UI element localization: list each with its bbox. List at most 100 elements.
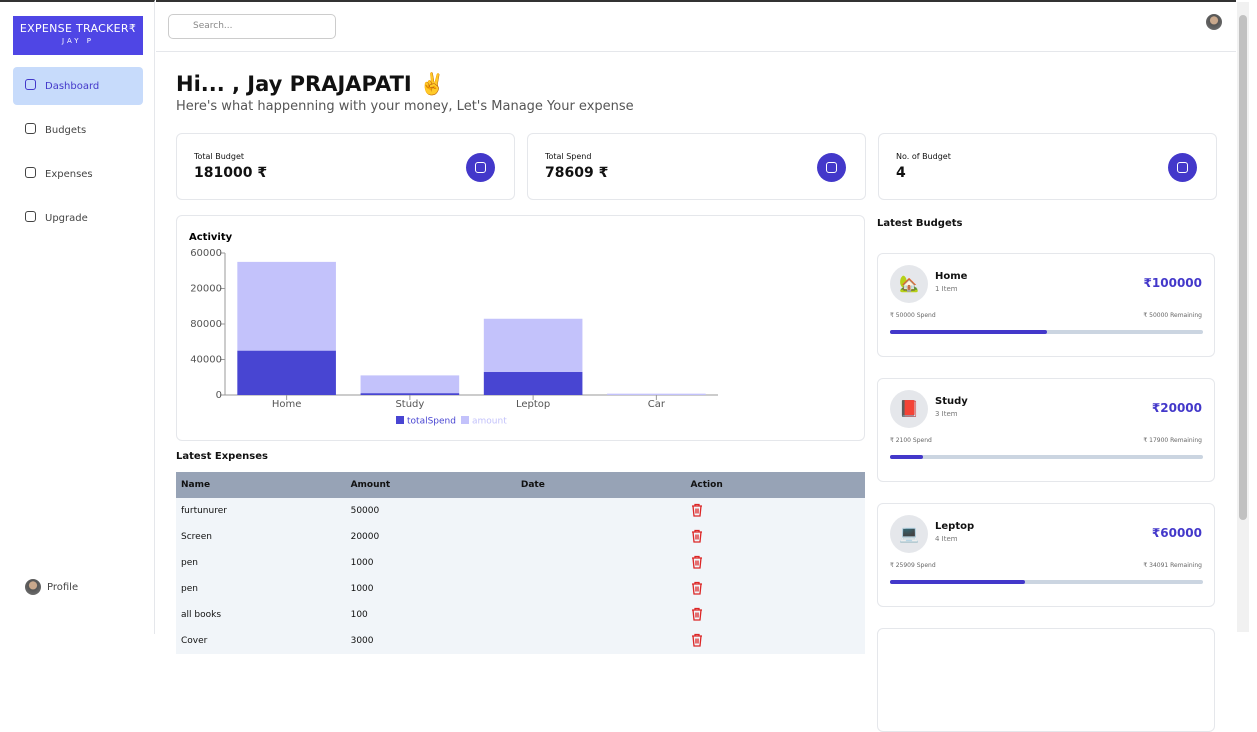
search-input[interactable]: Search... [168,14,336,39]
logo-subtitle: JAY P [62,37,94,45]
expense-amount: 20000 [345,524,516,550]
topbar [156,0,1236,52]
profile-link[interactable]: Profile [47,582,79,593]
budget-icon: 🏡 [890,265,928,303]
expense-amount: 3000 [345,628,516,654]
expense-amount: 50000 [345,498,516,524]
progress-fill [890,580,1026,584]
expenses-table: Name Amount Date Action furtunurer 50000 Scree… [176,472,865,654]
expense-row: Screen 20000 [176,524,865,550]
stat-icon [817,153,846,182]
budget-remaining: ₹ 50000 Remaining [1143,312,1202,319]
column-header: Amount [345,472,516,498]
expense-date [515,628,686,654]
delete-icon[interactable] [690,633,704,647]
expense-name: pen [176,550,346,576]
expense-date [515,576,686,602]
delete-icon[interactable] [690,529,704,543]
x-tick-label: Leptop [516,399,550,410]
chart: Activity 0 40000 80000 20000 60000 Home Study L… [189,232,718,427]
logo-title: EXPENSE TRACKER₹ [19,22,137,35]
budget-name: Leptop [935,521,975,532]
bar[interactable] [237,261,336,351]
nav-icon [25,79,36,90]
expense-row: Cover 3000 [176,628,865,654]
bar[interactable] [483,318,583,373]
delete-icon[interactable] [690,555,704,569]
expense-name: all books [176,602,346,628]
nav-item[interactable]: Expenses [13,155,143,193]
greeting-subtitle: Here's what happenning with your money, … [176,99,634,114]
y-tick-label: 40000 [190,355,222,366]
legend-label[interactable]: amount [472,417,507,427]
stat-card: Total Spend 78609 ₹ [527,133,866,200]
nav-label: Budgets [45,124,87,136]
bar[interactable] [360,393,460,395]
bar[interactable] [607,393,706,395]
budget-name: Home [935,271,968,282]
budget-name: Study [935,396,968,407]
legend-label[interactable]: totalSpend [407,417,456,427]
stat-card: No. of Budget 4 [878,133,1217,200]
budget-card[interactable]: 🏡 Home 1 Item ₹100000 ₹ 50000 Spend ₹ 50000 R… [877,253,1215,357]
stat-icon [466,153,495,182]
delete-icon[interactable] [690,503,704,517]
expense-action [685,628,865,654]
bar[interactable] [237,350,336,395]
budget-amount: ₹60000 [1151,526,1202,540]
expense-name: Screen [176,524,346,550]
delete-icon[interactable] [690,607,704,621]
nav-label: Expenses [45,168,93,180]
column-header: Action [685,472,865,498]
expense-action [685,524,865,550]
chart-card [176,215,865,441]
delete-icon[interactable] [690,581,704,595]
expense-name: Cover [176,628,346,654]
budget-icon: 📕 [890,390,928,428]
budget-card[interactable] [877,628,1215,732]
nav-icon [25,167,36,178]
budget-remaining: ₹ 17900 Remaining [1143,437,1202,444]
stat-value: 78609 ₹ [545,165,609,181]
logo[interactable]: EXPENSE TRACKER₹ JAY P [13,16,143,55]
nav-item[interactable]: Budgets [13,111,143,149]
expense-name: furtunurer [176,498,346,524]
bar[interactable] [483,372,583,395]
y-tick-label: 60000 [190,248,222,259]
expense-row: pen 1000 [176,576,865,602]
budget-card[interactable]: 📕 Study 3 Item ₹20000 ₹ 2100 Spend ₹ 17900 Re… [877,378,1215,482]
expense-amount: 100 [345,602,516,628]
budget-count: 3 Item [935,410,958,418]
budget-amount: ₹100000 [1143,276,1202,290]
budget-card[interactable]: 💻 Leptop 4 Item ₹60000 ₹ 25909 Spend ₹ 34091 … [877,503,1215,607]
expense-date [515,498,686,524]
progress-track [890,455,1203,459]
budget-amount: ₹20000 [1151,401,1202,415]
expense-action [685,498,865,524]
budget-spend: ₹ 25909 Spend [890,562,936,569]
nav-item[interactable]: Upgrade [13,199,143,237]
y-tick-label: 20000 [190,284,222,295]
nav-label: Upgrade [45,212,88,224]
budget-count: 4 Item [935,535,958,543]
scroll-thumb[interactable] [1239,15,1247,520]
stat-label: No. of Budget [896,152,951,161]
stat-label: Total Spend [545,152,592,161]
user-avatar[interactable] [1206,14,1222,30]
expense-amount: 1000 [345,576,516,602]
x-tick-label: Study [395,399,424,410]
sidebar [0,0,155,634]
profile-avatar[interactable] [25,579,41,595]
budget-count: 1 Item [935,285,958,293]
y-tick-label: 80000 [190,319,222,330]
expense-action [685,576,865,602]
greeting-title: Hi... , Jay PRAJAPATI ✌️ [176,72,446,96]
expenses-title: Latest Expenses [176,451,268,462]
nav-label: Dashboard [45,80,100,92]
nav-item[interactable]: Dashboard [13,67,143,105]
bar[interactable] [360,375,460,394]
expense-amount: 1000 [345,550,516,576]
expense-date [515,524,686,550]
column-header: Date [515,472,686,498]
budget-remaining: ₹ 34091 Remaining [1143,562,1202,569]
